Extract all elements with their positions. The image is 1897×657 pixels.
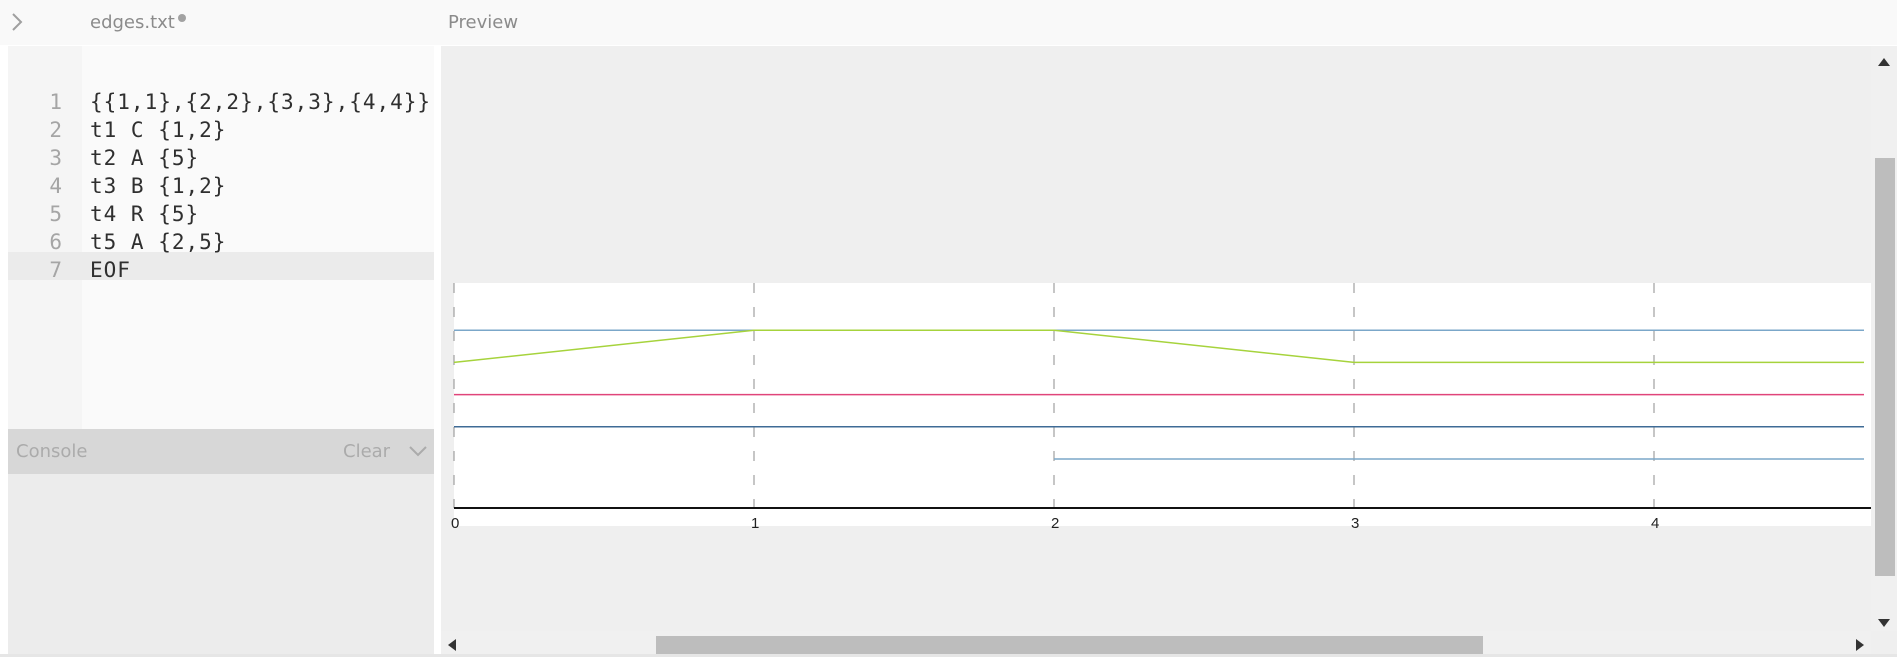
console-clear-button[interactable]: Clear xyxy=(343,441,391,462)
code-line[interactable]: EOF xyxy=(90,258,131,282)
code-line[interactable]: {{1,1},{2,2},{3,3},{4,4}} xyxy=(90,90,432,114)
bottom-border xyxy=(0,654,1897,657)
line-number: 5 xyxy=(49,202,62,226)
code-line[interactable]: t5 A {2,5} xyxy=(90,230,227,254)
code-line[interactable]: t1 C {1,2} xyxy=(90,118,227,142)
console-title: Console xyxy=(16,441,88,462)
vertical-scrollbar[interactable] xyxy=(1871,46,1897,631)
chevron-down-icon[interactable] xyxy=(406,439,430,463)
scroll-left-icon[interactable] xyxy=(447,637,457,656)
line-number: 4 xyxy=(49,174,62,198)
unsaved-indicator-icon xyxy=(178,14,186,22)
line-number: 7 xyxy=(49,258,62,282)
horizontal-scroll-thumb[interactable] xyxy=(656,636,1483,656)
file-name[interactable]: edges.txt xyxy=(90,12,175,33)
series-line xyxy=(453,329,1864,364)
top-bar: edges.txt Preview xyxy=(0,0,1897,45)
code-line[interactable]: t2 A {5} xyxy=(90,146,200,170)
scroll-up-icon[interactable] xyxy=(1877,52,1891,71)
x-tick-label: 2 xyxy=(1051,515,1059,532)
horizontal-scrollbar[interactable] xyxy=(441,631,1871,657)
code-area[interactable] xyxy=(82,46,434,429)
line-number-gutter xyxy=(8,46,82,429)
x-tick-label: 0 xyxy=(451,515,459,532)
preview-panel: 0 1 2 3 4 xyxy=(441,46,1897,657)
scroll-right-icon[interactable] xyxy=(1855,637,1865,656)
active-line-highlight xyxy=(8,252,434,280)
chevron-right-icon[interactable] xyxy=(8,10,28,34)
x-tick-label: 1 xyxy=(751,515,759,532)
scroll-down-icon[interactable] xyxy=(1877,613,1891,632)
console-output xyxy=(8,474,434,657)
line-number: 3 xyxy=(49,146,62,170)
line-number: 2 xyxy=(49,118,62,142)
line-number: 1 xyxy=(49,90,62,114)
left-panel: 1 {{1,1},{2,2},{3,3},{4,4}} 2 t1 C {1,2} 3 t2… xyxy=(8,46,434,657)
x-tick-label: 3 xyxy=(1351,515,1359,532)
code-line[interactable]: t3 B {1,2} xyxy=(90,174,227,198)
x-tick-label: 4 xyxy=(1651,515,1659,532)
plot-background xyxy=(454,283,1871,526)
preview-canvas: 0 1 2 3 4 xyxy=(441,46,1871,631)
vertical-scroll-thumb[interactable] xyxy=(1875,158,1895,576)
console-header: Console Clear xyxy=(8,429,434,474)
preview-title: Preview xyxy=(448,12,519,33)
timeline-chart: 0 1 2 3 4 xyxy=(451,283,1871,532)
code-line[interactable]: t4 R {5} xyxy=(90,202,200,226)
line-number: 6 xyxy=(49,230,62,254)
code-editor[interactable]: 1 {{1,1},{2,2},{3,3},{4,4}} 2 t1 C {1,2} 3 t2… xyxy=(8,46,434,429)
